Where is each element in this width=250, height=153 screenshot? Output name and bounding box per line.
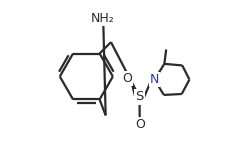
Text: N: N	[150, 73, 159, 86]
Text: N: N	[150, 73, 159, 86]
Text: O: O	[122, 72, 132, 85]
Text: S: S	[135, 90, 143, 103]
Text: NH₂: NH₂	[91, 12, 115, 25]
Text: O: O	[135, 118, 145, 131]
